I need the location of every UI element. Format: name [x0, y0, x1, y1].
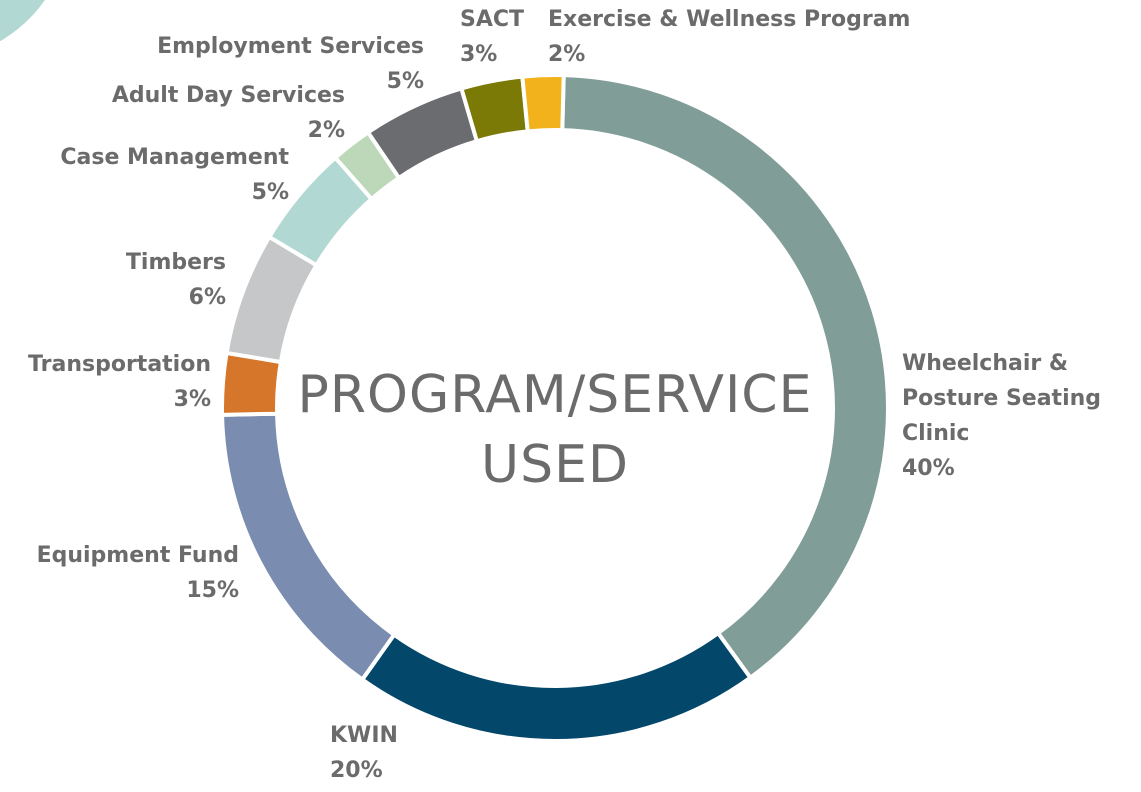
value-label: 3% — [173, 387, 211, 412]
value-label: 3% — [460, 42, 498, 67]
category-label: Equipment Fund — [36, 543, 239, 568]
data-label: KWIN 20% — [330, 718, 398, 788]
category-label: Case Management — [60, 145, 289, 170]
category-label: KWIN — [330, 723, 398, 748]
data-label: Adult Day Services 2% — [112, 78, 345, 148]
chart-title: PROGRAM/SERVICE USED — [297, 365, 813, 495]
category-label: Transportation — [28, 352, 211, 377]
donut-segment — [520, 73, 566, 134]
data-label: Equipment Fund 15% — [37, 538, 239, 608]
donut-segment — [560, 73, 890, 681]
value-label: 20% — [330, 758, 383, 783]
category-label: Exercise & Wellness Program — [548, 7, 911, 32]
data-label: Wheelchair & Posture Seating Clinic 40% — [902, 346, 1127, 486]
value-label: 5% — [386, 69, 424, 94]
category-label: Adult Day Services — [111, 83, 345, 108]
value-label: 40% — [902, 456, 955, 481]
data-label: Transportation 3% — [28, 347, 211, 417]
value-label: 2% — [548, 42, 586, 67]
value-label: 15% — [186, 578, 239, 603]
category-label: Wheelchair & Posture Seating Clinic — [902, 351, 1102, 446]
data-label: SACT 3% — [460, 2, 524, 72]
value-label: 5% — [251, 180, 289, 205]
donut-segment — [359, 630, 754, 743]
value-label: 2% — [307, 118, 345, 143]
data-label: Timbers 6% — [126, 245, 226, 315]
data-label: Exercise & Wellness Program 2% — [548, 2, 910, 72]
category-label: Timbers — [125, 250, 226, 275]
category-label: Employment Services — [157, 34, 424, 59]
data-label: Employment Services 5% — [157, 29, 424, 99]
value-label: 6% — [188, 285, 226, 310]
decor-circle — [0, 0, 45, 42]
category-label: SACT — [460, 7, 525, 32]
data-label: Case Management 5% — [60, 140, 289, 210]
